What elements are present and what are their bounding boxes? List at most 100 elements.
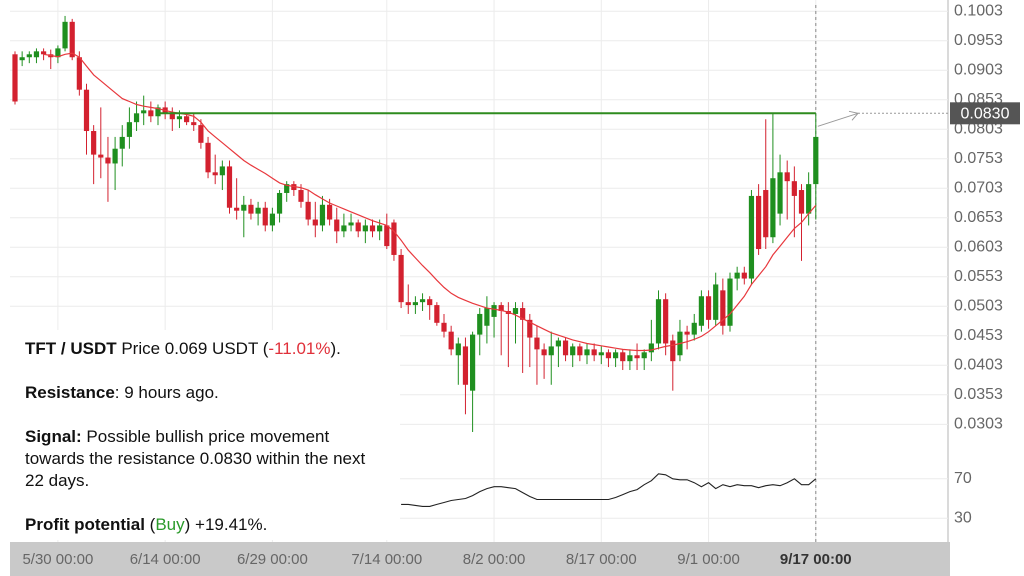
pair: TFT / USDT	[25, 339, 117, 358]
candle-body	[91, 131, 97, 155]
candle-body	[148, 110, 154, 117]
candle-body	[355, 222, 361, 232]
candle-body	[741, 272, 747, 279]
candle-body	[562, 340, 569, 356]
candle-body	[620, 352, 626, 362]
candle-body	[627, 355, 633, 362]
resistance-text: : 9 hours ago.	[114, 383, 219, 402]
candle-body	[756, 195, 762, 250]
price-line: TFT / USDT Price 0.069 USDT (-11.01%).	[25, 338, 375, 360]
candle-body	[141, 110, 147, 114]
change: -11.01%	[268, 339, 331, 358]
x-tick-label: 6/29 00:00	[237, 551, 308, 568]
rsi-tick-label: 30	[954, 509, 972, 526]
signal-label: Signal:	[25, 427, 82, 446]
candle-body	[176, 116, 183, 120]
candle-body	[419, 299, 426, 303]
rsi-tick-label: 70	[954, 470, 972, 487]
candle-body	[541, 349, 547, 356]
candle-body	[334, 219, 340, 232]
candle-body	[520, 308, 526, 320]
x-axis-bar	[10, 542, 950, 576]
candle-body	[269, 213, 275, 226]
candle-body	[319, 204, 326, 226]
y-tick-label: 0.0603	[954, 238, 1003, 255]
y-tick-label: 0.0703	[954, 179, 1003, 196]
candle-body	[12, 54, 18, 102]
candle-body	[62, 21, 68, 49]
candle-body	[584, 349, 590, 356]
price-end: ).	[330, 339, 341, 358]
candle-body	[634, 355, 640, 359]
candle-body	[591, 349, 597, 356]
candle-body	[155, 107, 161, 117]
candle-body	[212, 172, 218, 176]
candle-body	[83, 89, 90, 132]
candle-body	[298, 190, 304, 202]
candle-body	[527, 319, 533, 338]
candle-body	[248, 204, 254, 214]
candle-body	[613, 352, 619, 359]
candle-body	[748, 195, 755, 279]
x-tick-label: 7/14 00:00	[351, 551, 422, 568]
resistance-line: Resistance: 9 hours ago.	[25, 382, 375, 404]
y-tick-label: 0.0653	[954, 209, 1003, 226]
signal-text: Possible bullish price movement towards …	[25, 427, 366, 490]
candle-body	[777, 172, 783, 214]
signal-note: TFT / USDT Price 0.069 USDT (-11.01%). R…	[10, 330, 400, 540]
candle-body	[377, 225, 383, 232]
candle-body	[219, 166, 225, 176]
candle-body	[727, 278, 733, 326]
candle-body	[791, 181, 797, 196]
candle-body	[605, 352, 612, 359]
candle-body	[555, 340, 561, 347]
candle-body	[198, 125, 204, 143]
candle-body	[641, 352, 647, 359]
candle-body	[813, 136, 819, 185]
y-tick-label: 0.0353	[954, 386, 1003, 403]
profit-label: Profit potential	[25, 515, 145, 534]
profit-open: (	[144, 515, 156, 534]
candle-body	[670, 340, 676, 362]
y-tick-label: 0.0403	[954, 357, 1003, 374]
candle-body	[341, 225, 347, 232]
candle-body	[691, 322, 697, 335]
candle-body	[327, 204, 333, 220]
candle-body	[512, 308, 519, 314]
candle-body	[26, 54, 32, 58]
candle-body	[798, 190, 805, 214]
candle-body	[169, 113, 175, 120]
candle-body	[548, 346, 554, 356]
y-tick-label: 0.1003	[954, 2, 1003, 19]
candle-body	[384, 225, 390, 247]
candle-body	[276, 192, 283, 214]
x-tick-label: 6/14 00:00	[130, 551, 201, 568]
y-tick-label: 0.0453	[954, 327, 1003, 344]
x-tick-label: 5/30 00:00	[22, 551, 93, 568]
profit-text: ) +19.41%.	[184, 515, 268, 534]
x-tick-label: 9/17 00:00	[780, 551, 852, 568]
candle-body	[205, 142, 211, 173]
y-tick-label: 0.0503	[954, 298, 1003, 315]
candle-body	[663, 299, 669, 344]
resistance-label-box	[950, 102, 1020, 125]
price: Price 0.069 USDT (	[116, 339, 269, 358]
candle-body	[655, 299, 662, 344]
moving-average	[43, 52, 817, 352]
candle-body	[191, 122, 197, 126]
candle-body	[720, 290, 726, 326]
y-tick-label: 0.0753	[954, 150, 1003, 167]
candle-body	[470, 334, 476, 391]
y-tick-label: 0.0903	[954, 61, 1003, 78]
candle-body	[226, 166, 233, 208]
candle-body	[462, 346, 469, 385]
candle-body	[369, 225, 376, 232]
candle-body	[119, 136, 125, 149]
candle-body	[477, 313, 483, 335]
candle-body	[484, 308, 490, 326]
candle-body	[391, 222, 397, 255]
candle-body	[455, 343, 461, 356]
candle-body	[105, 157, 111, 164]
x-tick-label: 8/2 00:00	[463, 551, 526, 568]
